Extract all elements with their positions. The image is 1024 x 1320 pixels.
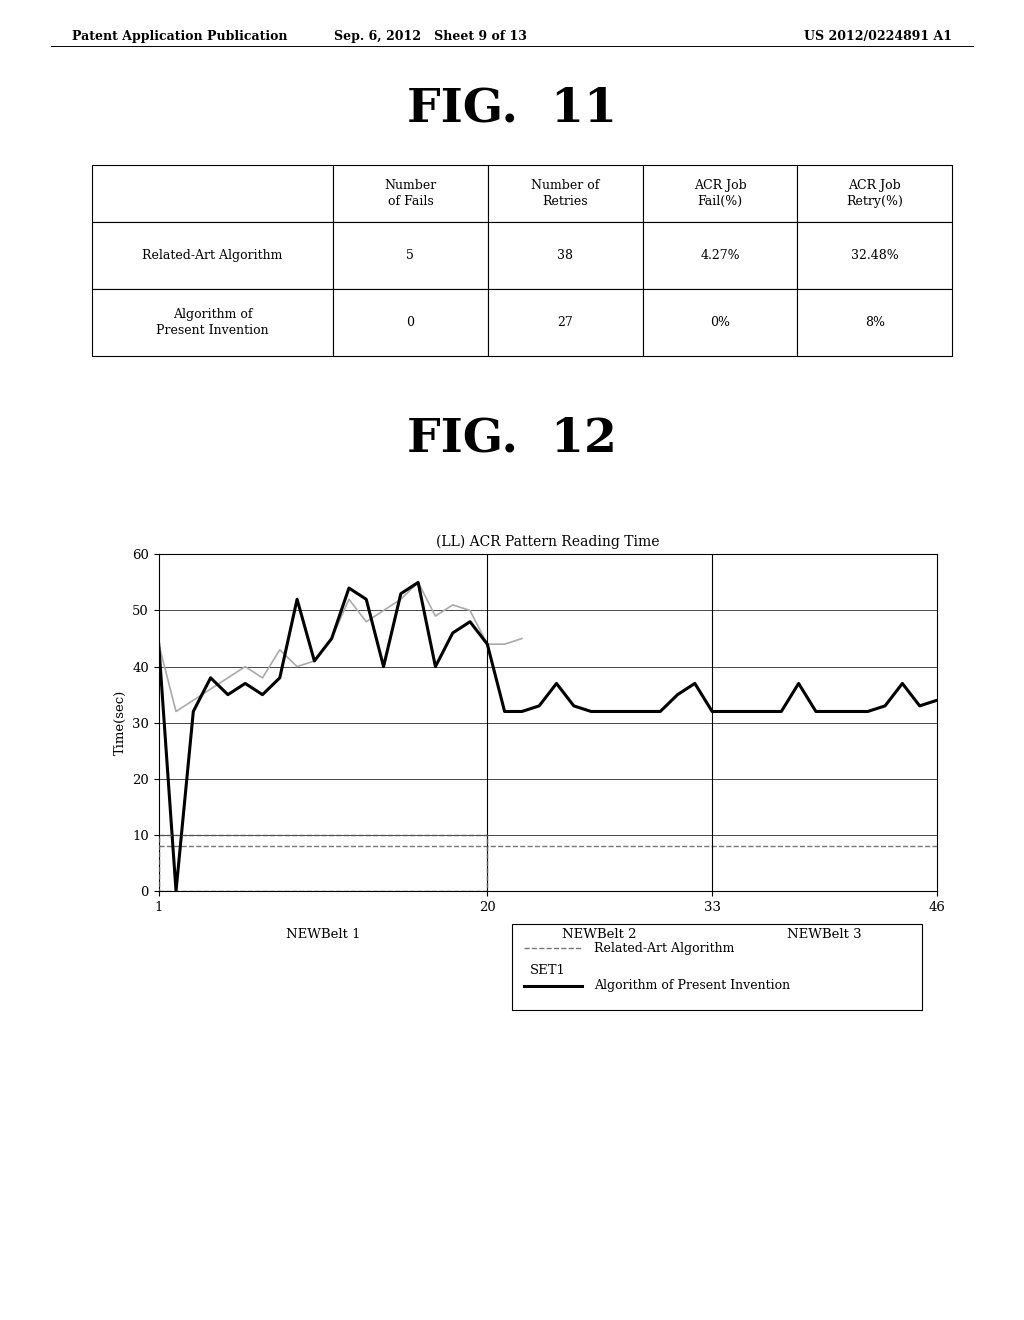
Text: Number
of Fails: Number of Fails bbox=[384, 180, 436, 209]
Text: NEWBelt 3: NEWBelt 3 bbox=[787, 928, 862, 941]
Text: NEWBelt 2: NEWBelt 2 bbox=[562, 928, 637, 941]
Bar bbox=[333, 223, 487, 289]
Text: 4.27%: 4.27% bbox=[700, 249, 740, 263]
Text: NEWBelt 1: NEWBelt 1 bbox=[286, 928, 360, 941]
Text: 0: 0 bbox=[407, 317, 415, 330]
Bar bbox=[643, 223, 798, 289]
Text: Number of
Retries: Number of Retries bbox=[531, 180, 599, 209]
Title: (LL) ACR Pattern Reading Time: (LL) ACR Pattern Reading Time bbox=[436, 535, 659, 549]
Text: Algorithm of Present Invention: Algorithm of Present Invention bbox=[594, 979, 791, 993]
Bar bbox=[333, 165, 487, 223]
Text: 27: 27 bbox=[557, 317, 573, 330]
Bar bbox=[643, 165, 798, 223]
Bar bbox=[643, 289, 798, 356]
Text: ACR Job
Fail(%): ACR Job Fail(%) bbox=[693, 180, 746, 209]
Text: SET1: SET1 bbox=[529, 964, 566, 977]
Bar bbox=[487, 165, 643, 223]
Text: 0%: 0% bbox=[710, 317, 730, 330]
Bar bbox=[333, 289, 487, 356]
Text: Algorithm of
Present Invention: Algorithm of Present Invention bbox=[157, 309, 269, 338]
Text: FIG.  11: FIG. 11 bbox=[407, 86, 617, 132]
Text: Patent Application Publication: Patent Application Publication bbox=[72, 30, 287, 44]
Text: 8%: 8% bbox=[865, 317, 885, 330]
Text: 38: 38 bbox=[557, 249, 573, 263]
Text: 5: 5 bbox=[407, 249, 415, 263]
Bar bbox=[487, 223, 643, 289]
Bar bbox=[159, 836, 487, 891]
Text: Related-Art Algorithm: Related-Art Algorithm bbox=[594, 941, 734, 954]
Y-axis label: Time(sec): Time(sec) bbox=[114, 690, 127, 755]
Bar bbox=[798, 223, 952, 289]
Text: 32.48%: 32.48% bbox=[851, 249, 899, 263]
Bar bbox=[798, 289, 952, 356]
Bar bbox=[487, 289, 643, 356]
Text: Related-Art Algorithm: Related-Art Algorithm bbox=[142, 249, 283, 263]
Bar bbox=[92, 165, 333, 223]
Text: FIG.  12: FIG. 12 bbox=[408, 416, 616, 462]
Text: Sep. 6, 2012   Sheet 9 of 13: Sep. 6, 2012 Sheet 9 of 13 bbox=[334, 30, 526, 44]
Bar bbox=[92, 223, 333, 289]
Bar bbox=[92, 289, 333, 356]
Text: US 2012/0224891 A1: US 2012/0224891 A1 bbox=[804, 30, 952, 44]
Bar bbox=[798, 165, 952, 223]
Text: ACR Job
Retry(%): ACR Job Retry(%) bbox=[847, 180, 903, 209]
